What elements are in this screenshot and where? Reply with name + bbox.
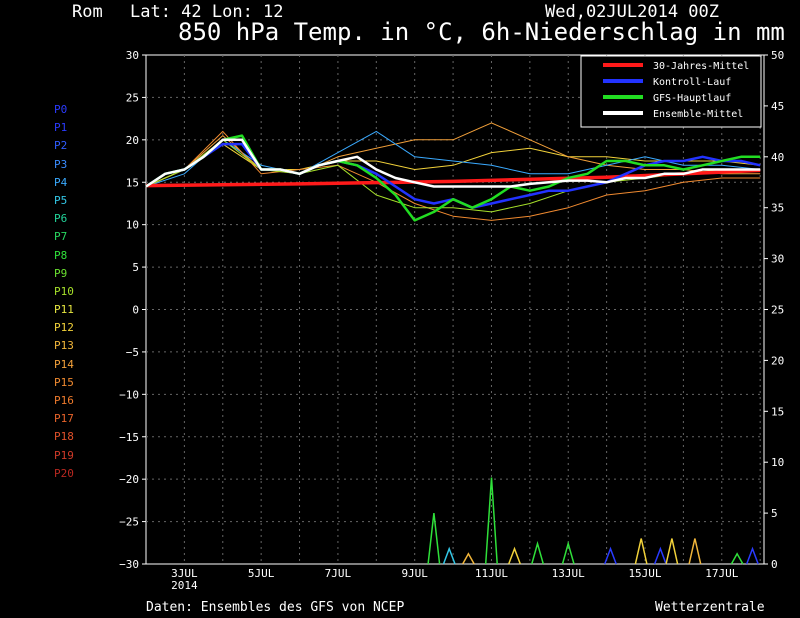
y-right-tick-label: 35	[771, 202, 784, 215]
y-right-tick-label: 0	[771, 558, 778, 571]
legend-entry-label: GFS-Hauptlauf	[653, 93, 731, 104]
chart-title: 850 hPa Temp. in °C, 6h-Niederschlag in …	[178, 18, 785, 46]
y-left-tick-label: −20	[119, 473, 139, 486]
plot-frame	[145, 54, 765, 565]
precipitation-spike	[603, 546, 617, 565]
precipitation-spike	[442, 546, 456, 565]
y-left-tick-label: 20	[126, 134, 139, 147]
y-right-tick-label: 30	[771, 253, 784, 266]
legend-entry-label: Kontroll-Lauf	[653, 77, 731, 88]
precipitation-spike	[730, 552, 744, 565]
member-list: P0 P1 P2 P3 P4 P5 P6 P7 P8 P9 P10 P11 P12 P13 P14 P15 P1…	[54, 101, 74, 483]
member-label-p14: P14	[54, 357, 74, 371]
ensemble-member-line	[145, 130, 761, 187]
x-tick-sublabel: 2014	[171, 579, 198, 592]
y-left-tick-label: −15	[119, 431, 139, 444]
legend-entry-label: 30-Jahres-Mittel	[653, 61, 749, 72]
y-right-tick-label: 25	[771, 304, 784, 317]
member-label-p10: P10	[54, 284, 74, 298]
footer-brand: Wetterzentrale	[655, 600, 765, 615]
x-tick-label: 15JUL	[628, 567, 661, 580]
x-tick-label: 11JUL	[475, 567, 508, 580]
y-right-tick-label: 20	[771, 354, 784, 367]
y-right-tick-label: 50	[771, 49, 784, 62]
member-label-p15: P15	[54, 375, 74, 389]
x-tick-label: 9JUL	[401, 567, 428, 580]
y-left-tick-label: −10	[119, 388, 139, 401]
ensemble-mean-line	[145, 138, 761, 188]
member-label-p5: P5	[54, 193, 68, 207]
y-right-tick-label: 40	[771, 151, 784, 164]
y-left-tick-label: 25	[126, 91, 139, 104]
precipitation-spike	[745, 546, 759, 565]
header-coords: Lat: 42 Lon: 12	[130, 2, 284, 22]
y-left-tick-label: 15	[126, 176, 139, 189]
y-left-tick-label: −30	[119, 558, 139, 571]
member-label-p0: P0	[54, 103, 68, 116]
y-right-tick-label: 10	[771, 456, 784, 469]
member-label-p3: P3	[54, 157, 68, 171]
member-label-p1: P1	[54, 121, 68, 135]
y-left-tick-label: −5	[126, 346, 139, 359]
x-tick-label: 13JUL	[552, 567, 585, 580]
y-left-tick-label: 30	[126, 49, 139, 62]
precipitation-spike	[484, 477, 498, 565]
header-location: Rom	[72, 2, 103, 22]
precipitation-spike	[507, 546, 522, 565]
member-label-p11: P11	[54, 303, 74, 317]
x-tick-label: 17JUL	[705, 567, 738, 580]
x-tick-label: 3JUL	[171, 567, 198, 580]
header-run: Wed,02JUL2014 00Z	[545, 2, 719, 22]
member-label-p7: P7	[54, 230, 68, 244]
member-label-p12: P12	[54, 321, 74, 335]
legend-entry-label: Ensemble-Mittel	[653, 109, 743, 120]
precipitation-spike	[462, 552, 475, 565]
member-label-p19: P19	[54, 448, 74, 462]
footer-source: Daten: Ensembles des GFS von NCEP	[146, 600, 405, 615]
y-left-tick-label: 5	[132, 261, 139, 274]
member-label-p2: P2	[54, 139, 68, 153]
member-label-p16: P16	[54, 394, 74, 407]
y-right-tick-label: 5	[771, 507, 778, 520]
precipitation-spike	[634, 538, 648, 565]
precipitation-spike	[427, 513, 441, 565]
y-left-tick-label: 0	[132, 304, 139, 317]
legend-box	[580, 55, 762, 128]
precipitation-spike	[665, 538, 679, 565]
member-label-p4: P4	[54, 175, 68, 189]
y-right-tick-label: 15	[771, 405, 784, 418]
member-label-p20: P20	[54, 466, 74, 480]
member-label-p17: P17	[54, 412, 74, 426]
member-label-p6: P6	[54, 212, 68, 226]
precipitation-spike	[688, 538, 702, 565]
gfs-main-run-line	[145, 134, 761, 222]
y-right-tick-label: 45	[771, 100, 784, 113]
y-left-tick-label: 10	[126, 219, 139, 232]
member-label-p18: P18	[54, 430, 74, 444]
x-tick-label: 7JUL	[325, 567, 352, 580]
ensemble-member-line	[145, 122, 761, 187]
precipitation-spike	[561, 540, 575, 565]
member-label-p13: P13	[54, 339, 74, 353]
member-label-p9: P9	[54, 266, 68, 280]
ensemble-member-line	[145, 143, 761, 187]
precipitation-spike	[531, 540, 545, 565]
y-left-tick-label: −25	[119, 516, 139, 529]
precipitation-spike	[653, 546, 667, 565]
member-label-p8: P8	[54, 248, 68, 262]
x-tick-label: 5JUL	[248, 567, 275, 580]
